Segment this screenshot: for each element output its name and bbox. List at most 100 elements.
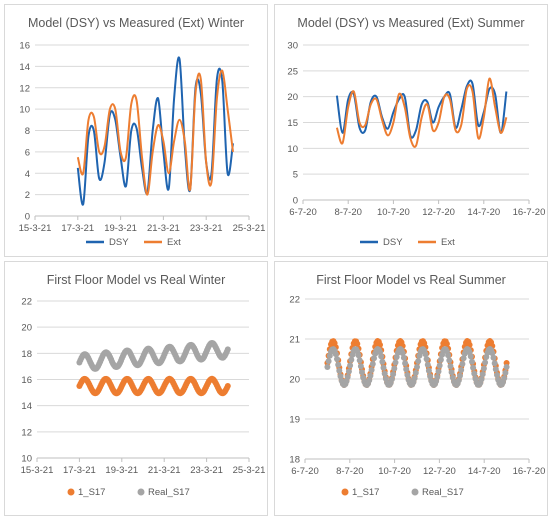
- y-tick-label: 18: [21, 349, 32, 360]
- x-tick-label: 25-3-21: [233, 223, 266, 234]
- data-point-real-s17: [334, 356, 340, 362]
- data-point-real-s17: [367, 372, 374, 379]
- chart-legend: 1_S17 Real_S17: [341, 487, 464, 498]
- data-point-real-s17: [489, 350, 496, 357]
- y-tick-label: 0: [25, 212, 30, 223]
- chart-winter-model-vs-measured: Model (DSY) vs Measured (Ext) Winter 0 2 4 6…: [19, 16, 266, 248]
- data-point-real-s17: [490, 354, 497, 361]
- y-tick-label: 0: [293, 196, 298, 207]
- data-point-real-s17: [467, 353, 474, 360]
- data-point-real-s17: [345, 368, 352, 375]
- chart-title: First Floor Model vs Real Summer: [316, 273, 506, 287]
- data-point-real-s17: [482, 359, 489, 366]
- data-point-real-s17: [224, 346, 231, 353]
- data-point-real-s17: [404, 372, 411, 378]
- data-point-real-s17: [455, 377, 462, 384]
- data-point-real-s17: [332, 351, 339, 358]
- legend-label: DSY: [383, 237, 403, 248]
- x-tick-label: 12-7-20: [422, 207, 455, 218]
- data-point-real-s17: [470, 364, 477, 371]
- data-point-real-s17: [492, 366, 499, 373]
- data-point-real-s17: [378, 353, 385, 360]
- x-tick-label: 15-3-21: [21, 465, 54, 476]
- x-tick-label: 6-7-20: [291, 466, 318, 477]
- data-point-real-s17: [478, 376, 485, 383]
- x-tick-label: 21-3-21: [148, 465, 181, 476]
- x-tick-label: 6-7-20: [289, 207, 316, 218]
- data-point-real-s17: [325, 358, 332, 365]
- chart-panel-winter-model-vs-measured: Model (DSY) vs Measured (Ext) Winter 0 2 4 6…: [4, 4, 268, 257]
- data-point-real-s17: [437, 356, 444, 363]
- data-point-real-s17: [436, 362, 443, 369]
- data-point-real-s17: [459, 361, 466, 367]
- y-tick-label: 10: [21, 454, 32, 465]
- data-point-real-s17: [424, 361, 431, 368]
- data-point-real-s17: [366, 377, 373, 384]
- chart-title: First Floor Model vs Real Winter: [47, 273, 226, 287]
- data-point-real-s17: [479, 371, 486, 378]
- data-point-real-s17: [348, 356, 355, 363]
- x-tick-label: 8-7-20: [334, 207, 361, 218]
- data-point-real-s17: [480, 365, 487, 372]
- data-point-real-s17: [491, 360, 498, 367]
- data-point-real-s17: [411, 375, 418, 382]
- chart-summer-model-vs-measured: Model (DSY) vs Measured (Ext) Summer 0 5 10…: [287, 16, 545, 248]
- x-tick-label: 21-3-21: [147, 223, 180, 234]
- chart-legend: DSY Ext: [86, 237, 181, 248]
- series-line-ext: [76, 69, 234, 196]
- legend-label: 1_S17: [78, 487, 105, 498]
- data-point-real-s17: [368, 367, 375, 373]
- legend-label: Real_S17: [422, 487, 464, 498]
- legend-swatch: [137, 488, 145, 496]
- y-tick-label: 16: [21, 375, 32, 386]
- data-point-real-s17: [501, 375, 508, 382]
- data-point-real-s17: [379, 358, 386, 365]
- data-point-real-s17: [357, 363, 364, 370]
- data-point-real-s17: [447, 363, 454, 370]
- data-point-1-s17: [443, 340, 450, 347]
- x-tick-label: 17-3-21: [63, 465, 96, 476]
- data-point-1-s17: [224, 383, 231, 389]
- data-point-real-s17: [427, 373, 434, 380]
- data-point-real-s17: [336, 367, 343, 374]
- data-point-real-s17: [434, 374, 441, 380]
- y-tick-label: 20: [21, 323, 32, 334]
- y-tick-label: 15: [287, 118, 298, 129]
- legend-label: 1_S17: [352, 487, 379, 498]
- data-point-real-s17: [423, 356, 430, 362]
- x-tick-label: 16-7-20: [513, 466, 546, 477]
- chart-first-floor-summer: First Floor Model vs Real Summer 18 19 20 21…: [289, 273, 546, 498]
- y-tick-label: 14: [19, 62, 30, 73]
- data-point-real-s17: [390, 371, 397, 378]
- data-point-real-s17: [414, 364, 420, 370]
- legend-label: DSY: [109, 237, 129, 248]
- y-tick-label: 21: [289, 335, 300, 346]
- x-tick-label: 23-3-21: [190, 223, 223, 234]
- data-point-real-s17: [381, 370, 388, 377]
- chart-first-floor-winter: First Floor Model vs Real Winter 10 12 14 16…: [21, 273, 266, 498]
- legend-swatch: [67, 488, 75, 496]
- legend-label: Ext: [167, 237, 181, 248]
- y-tick-label: 14: [21, 401, 32, 412]
- data-point-real-s17: [412, 369, 419, 376]
- chart-title: Model (DSY) vs Measured (Ext) Winter: [28, 16, 244, 30]
- data-point-real-s17: [446, 357, 453, 364]
- data-point-real-s17: [388, 376, 395, 383]
- data-point-real-s17: [471, 370, 478, 377]
- y-tick-label: 12: [21, 427, 32, 438]
- y-tick-label: 12: [19, 83, 30, 94]
- y-tick-label: 4: [25, 169, 30, 180]
- y-tick-label: 18: [289, 455, 300, 466]
- x-tick-label: 12-7-20: [423, 466, 456, 477]
- y-tick-label: 16: [19, 41, 30, 52]
- legend-label: Real_S17: [148, 487, 190, 498]
- x-tick-label: 25-3-21: [233, 465, 266, 476]
- data-point-real-s17: [359, 369, 365, 376]
- y-tick-label: 22: [289, 295, 300, 306]
- legend-swatch: [411, 488, 419, 496]
- x-tick-label: 10-7-20: [377, 207, 410, 218]
- data-point-real-s17: [356, 357, 363, 364]
- x-tick-label: 19-3-21: [104, 223, 137, 234]
- data-point-real-s17: [380, 364, 387, 371]
- data-point-real-s17: [415, 358, 422, 365]
